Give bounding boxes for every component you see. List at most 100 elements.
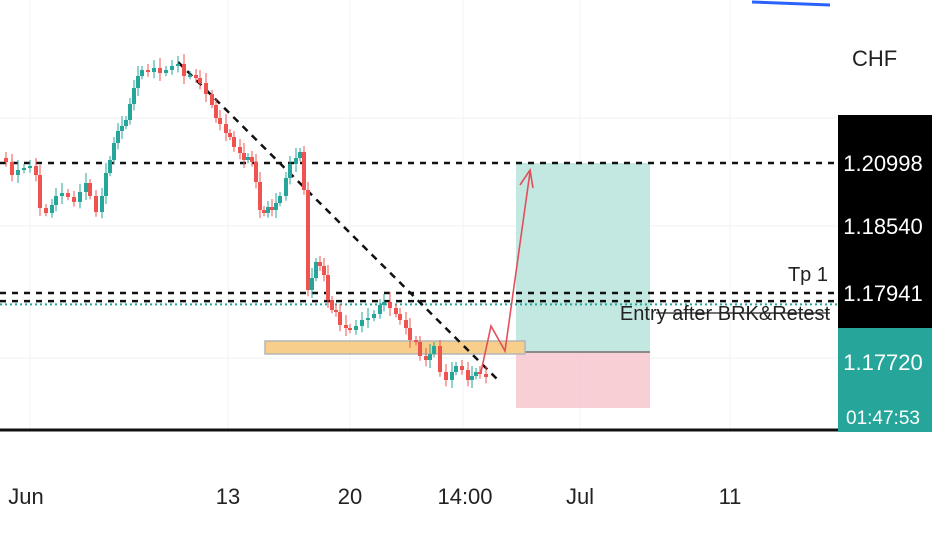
candle-body <box>188 75 192 77</box>
candle-body <box>348 328 352 330</box>
candle-body <box>204 83 208 94</box>
candle-body <box>182 64 186 76</box>
position-zones <box>264 163 650 408</box>
candle-body <box>378 305 382 314</box>
candle-body <box>194 75 198 78</box>
candle-body <box>120 126 124 131</box>
candle-body <box>22 168 26 170</box>
time-scale: Jun 13 20 14:00 Jul 11 <box>0 428 838 509</box>
candle-body <box>250 157 254 162</box>
candle-body <box>432 346 436 354</box>
candle-body <box>38 175 42 208</box>
candle-body <box>170 66 174 70</box>
candle-body <box>424 356 428 360</box>
candle-body <box>322 266 326 275</box>
candle-body <box>128 104 132 120</box>
candle-body <box>50 205 54 213</box>
candle-body <box>104 173 108 196</box>
last-price-label: 1.17720 <box>843 350 923 375</box>
candle-body <box>108 160 112 173</box>
time-label: 20 <box>338 484 362 509</box>
candle-body <box>298 152 302 158</box>
candle-body <box>474 372 478 376</box>
candle-body <box>228 133 232 137</box>
candle-body <box>116 131 120 143</box>
candle-body <box>360 320 364 326</box>
time-label: 13 <box>216 484 240 509</box>
candle-body <box>334 310 338 312</box>
candle-body <box>344 325 348 328</box>
time-label: 11 <box>719 484 742 509</box>
projection-arrow <box>480 167 534 373</box>
candle-body <box>66 193 70 197</box>
price-label: 1.17941 <box>843 281 923 306</box>
candle-body <box>404 320 408 328</box>
candle-body <box>428 354 432 360</box>
candle-body <box>124 120 128 126</box>
candle-body <box>310 278 314 290</box>
candle-body <box>246 157 250 160</box>
candle-body <box>72 197 76 202</box>
long-stop-zone <box>516 352 650 408</box>
candle-body <box>232 137 236 147</box>
annotation-entry: Entry after BRK&Retest <box>620 303 831 325</box>
candle-body <box>254 162 258 182</box>
candle-body <box>408 328 412 340</box>
horizontal-levels <box>0 161 838 306</box>
candle-body <box>338 312 342 325</box>
candle-body <box>270 207 274 210</box>
candle-body <box>164 70 168 73</box>
accent-line <box>751 0 831 7</box>
candle-body <box>414 340 418 342</box>
candle-body <box>4 158 8 162</box>
candle-body <box>88 183 92 196</box>
candle-body <box>218 118 222 124</box>
price-label: 1.18540 <box>843 214 923 239</box>
grid-lines <box>0 0 838 430</box>
countdown-label: 01:47:53 <box>846 408 920 429</box>
candle-body <box>326 275 330 300</box>
projected-path <box>480 171 531 373</box>
candle-body <box>306 190 310 290</box>
entry-zone <box>264 340 526 355</box>
candle-body <box>28 166 32 168</box>
annotations: Tp 1 Entry after BRK&Retest <box>620 264 831 325</box>
candle-body <box>330 300 334 310</box>
annotation-tp1: Tp 1 <box>788 264 828 286</box>
price-label: 1.20998 <box>843 151 923 176</box>
long-target-zone <box>516 163 650 352</box>
candle-body <box>294 158 298 164</box>
candle-body <box>16 170 20 175</box>
candle-body <box>274 203 278 210</box>
candle-body <box>394 308 398 314</box>
candle-body <box>84 183 88 192</box>
candle-body <box>176 64 180 66</box>
candle-body <box>78 192 82 202</box>
candle-body <box>34 166 38 175</box>
candle-body <box>158 68 162 73</box>
candle-body <box>60 193 64 196</box>
descending-trend-line <box>177 61 499 381</box>
candle-body <box>44 208 48 213</box>
candle-body <box>198 78 202 83</box>
candle-body <box>242 153 246 160</box>
candle-body <box>470 376 474 380</box>
candle-body <box>100 196 104 212</box>
candle-body <box>372 314 376 318</box>
candle-body <box>398 314 402 320</box>
last-price-tag <box>838 328 932 432</box>
candle-body <box>132 88 136 104</box>
candle-body <box>366 318 370 320</box>
candle-body <box>146 70 150 72</box>
candle-body <box>460 366 464 370</box>
candle-body <box>258 182 262 210</box>
candle-body <box>278 196 282 203</box>
candle-body <box>450 372 454 380</box>
candle-body <box>318 262 322 266</box>
candle-body <box>418 342 422 356</box>
candle-body <box>454 366 458 372</box>
currency-label: CHF <box>852 46 897 71</box>
candle-body <box>466 370 470 380</box>
arrow-head <box>519 167 534 189</box>
